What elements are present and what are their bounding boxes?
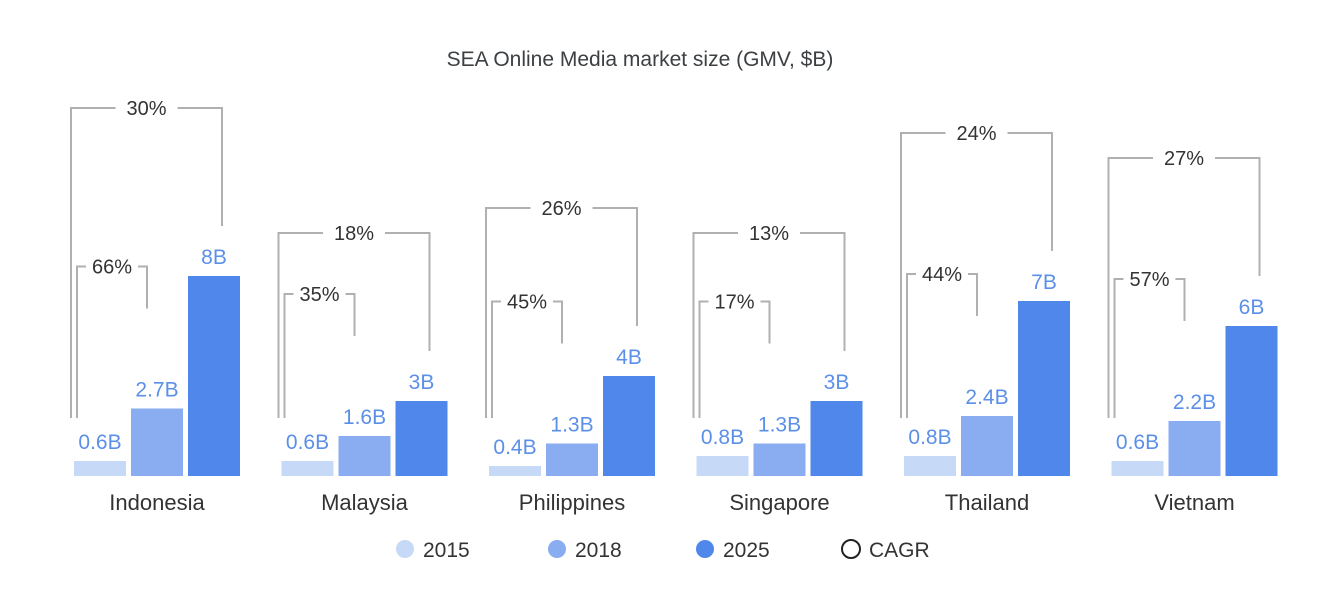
cagr-label-long-singapore: 13%: [749, 223, 789, 245]
value-label-2025-thailand: 7B: [1031, 271, 1057, 294]
bar-2015-singapore: [696, 456, 749, 476]
bar-2025-philippines: [603, 376, 655, 476]
legend-swatch-2025: [696, 540, 714, 558]
cagr-label-short-singapore: 17%: [714, 292, 754, 314]
value-label-2015-singapore: 0.8B: [701, 426, 744, 449]
category-label-indonesia: Indonesia: [109, 490, 205, 515]
bar-2018-thailand: [961, 416, 1013, 476]
bar-2025-singapore: [810, 401, 863, 476]
cagr-label-short-philippines: 45%: [507, 292, 547, 314]
cagr-label-long-malaysia: 18%: [334, 223, 374, 245]
cagr-label-long-vietnam: 27%: [1164, 148, 1204, 170]
cagr-bracket-long-singapore: [692, 232, 846, 418]
group-malaysia: 0.6B 1.6B 3B 35% 18% Malaysia: [277, 223, 448, 515]
cagr-bracket-short-malaysia: [283, 293, 356, 418]
group-singapore: 0.8B 1.3B 3B 17% 13% Singapore: [692, 223, 863, 515]
value-label-2025-malaysia: 3B: [409, 371, 435, 394]
bar-2015-philippines: [489, 466, 541, 476]
value-label-2018-indonesia: 2.7B: [135, 379, 178, 402]
category-label-singapore: Singapore: [729, 490, 829, 515]
legend-item-2025: 2025: [696, 539, 770, 562]
bar-2015-indonesia: [74, 461, 126, 476]
bar-2025-malaysia: [395, 401, 448, 476]
cagr-label-short-vietnam: 57%: [1129, 269, 1169, 291]
value-label-2015-philippines: 0.4B: [493, 436, 536, 459]
value-label-2025-philippines: 4B: [616, 346, 642, 369]
group-indonesia: 0.6B 2.7B 8B 66% 30% Indonesia: [70, 98, 240, 515]
category-label-thailand: Thailand: [945, 490, 1029, 515]
group-philippines: 0.4B 1.3B 4B 45% 26% Philippines: [485, 198, 655, 515]
value-label-2018-singapore: 1.3B: [758, 414, 801, 437]
cagr-label-long-philippines: 26%: [541, 198, 581, 220]
chart-title: SEA Online Media market size (GMV, $B): [447, 48, 834, 71]
value-label-2015-vietnam: 0.6B: [1116, 431, 1159, 454]
category-label-philippines: Philippines: [519, 490, 625, 515]
cagr-label-long-thailand: 24%: [956, 123, 996, 145]
legend-label-cagr: CAGR: [869, 539, 930, 562]
cagr-bracket-short-vietnam: [1113, 278, 1186, 418]
value-label-2025-vietnam: 6B: [1239, 296, 1265, 319]
bar-2018-philippines: [546, 443, 598, 476]
cagr-label-short-thailand: 44%: [922, 264, 962, 286]
value-label-2018-vietnam: 2.2B: [1173, 391, 1216, 414]
cagr-bracket-long-philippines: [485, 207, 638, 418]
legend-item-cagr: CAGR: [841, 539, 930, 562]
bar-2025-vietnam: [1225, 326, 1278, 476]
group-thailand: 0.8B 2.4B 7B 44% 24% Thailand: [900, 123, 1070, 515]
plot-layer: 0.6B 2.7B 8B 66% 30% Indonesia 0.6B 1.6B 3B 35% 18…: [70, 98, 1278, 515]
cagr-label-short-malaysia: 35%: [299, 284, 339, 306]
bar-2015-vietnam: [1111, 461, 1164, 476]
cagr-bracket-short-philippines: [491, 300, 563, 418]
bar-2018-singapore: [753, 443, 806, 476]
value-label-2018-thailand: 2.4B: [965, 386, 1008, 409]
bar-2018-vietnam: [1168, 421, 1221, 476]
bar-2025-thailand: [1018, 301, 1070, 476]
legend-label-2018: 2018: [575, 539, 622, 562]
legend-swatch-cagr: [841, 539, 861, 559]
bar-2018-malaysia: [338, 436, 391, 476]
cagr-bracket-long-vietnam: [1107, 157, 1261, 418]
legend-swatch-2015: [396, 540, 414, 558]
bar-2015-malaysia: [281, 461, 334, 476]
value-label-2015-indonesia: 0.6B: [78, 431, 121, 454]
legend-label-2025: 2025: [723, 539, 770, 562]
bar-2015-thailand: [904, 456, 956, 476]
category-label-malaysia: Malaysia: [321, 490, 409, 515]
cagr-label-short-indonesia: 66%: [92, 257, 132, 279]
bar-2025-indonesia: [188, 276, 240, 476]
cagr-bracket-short-thailand: [906, 273, 978, 418]
legend-swatch-2018: [548, 540, 566, 558]
value-label-2018-philippines: 1.3B: [550, 414, 593, 437]
cagr-bracket-short-singapore: [698, 300, 771, 418]
value-label-2025-singapore: 3B: [824, 371, 850, 394]
bar-2018-indonesia: [131, 408, 183, 476]
cagr-bracket-long-indonesia: [70, 107, 223, 418]
value-label-2015-malaysia: 0.6B: [286, 431, 329, 454]
category-label-vietnam: Vietnam: [1154, 490, 1234, 515]
legend-item-2015: 2015: [396, 539, 470, 562]
cagr-bracket-long-thailand: [900, 132, 1053, 418]
value-label-2018-malaysia: 1.6B: [343, 406, 386, 429]
legend: 2015 2018 2025 CAGR: [396, 539, 930, 562]
group-vietnam: 0.6B 2.2B 6B 57% 27% Vietnam: [1107, 148, 1278, 515]
cagr-bracket-short-indonesia: [76, 265, 148, 418]
legend-item-2018: 2018: [548, 539, 622, 562]
cagr-bracket-long-malaysia: [277, 232, 431, 418]
legend-label-2015: 2015: [423, 539, 470, 562]
value-label-2025-indonesia: 8B: [201, 246, 227, 269]
value-label-2015-thailand: 0.8B: [908, 426, 951, 449]
cagr-label-long-indonesia: 30%: [126, 98, 166, 120]
